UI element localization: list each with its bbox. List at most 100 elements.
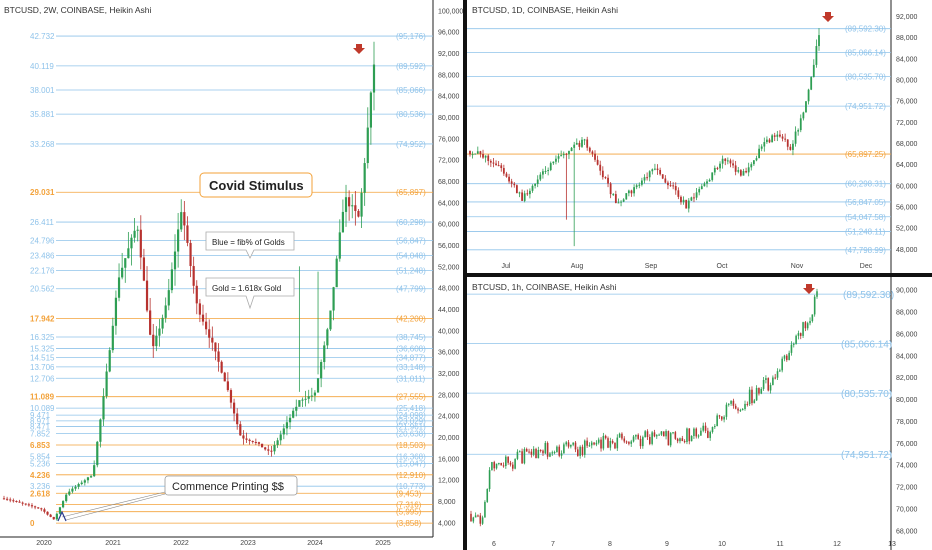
daily-candle-body bbox=[604, 177, 607, 179]
weekly-gold-ratio-label: 10.089 bbox=[30, 404, 55, 413]
weekly-candle-body bbox=[357, 210, 360, 217]
daily-y-tick-label: 76,000 bbox=[896, 99, 918, 106]
weekly-candle-body bbox=[30, 505, 34, 507]
daily-candle-body bbox=[815, 46, 818, 65]
weekly-candle-body bbox=[80, 482, 83, 485]
daily-candle-body bbox=[651, 169, 654, 172]
hourly-candle-body bbox=[637, 434, 639, 439]
weekly-candle-body bbox=[55, 513, 58, 520]
daily-chart-svg[interactable]: BTCUSD, 1D, COINBASE, Heikin Ashi 48,000… bbox=[467, 0, 932, 273]
weekly-candle-body bbox=[220, 361, 223, 373]
daily-level-price-label: (85,066.14) bbox=[845, 49, 886, 58]
hourly-candle-body bbox=[544, 442, 547, 454]
weekly-y-tick-label: 80,000 bbox=[438, 115, 460, 122]
hourly-candle-body bbox=[502, 465, 505, 467]
weekly-gold-ratio-label: 12.706 bbox=[30, 374, 55, 383]
daily-level-price-label: (74,951.72) bbox=[845, 102, 886, 111]
hourly-candle-body bbox=[491, 462, 493, 471]
hourly-chart-title: BTCUSD, 1h, COINBASE, Heikin Ashi bbox=[472, 282, 617, 292]
daily-x-tick-label: Jul bbox=[502, 263, 511, 270]
daily-level-price-label: (56,847.05) bbox=[845, 198, 886, 207]
hourly-chart-panel[interactable]: BTCUSD, 1h, COINBASE, Heikin Ashi 68,000… bbox=[467, 277, 932, 550]
weekly-gold-ratio-label: 6.853 bbox=[30, 441, 51, 450]
covid-stimulus-label: Covid Stimulus bbox=[209, 178, 304, 193]
daily-candle-body bbox=[495, 163, 497, 166]
daily-y-tick-label: 52,000 bbox=[896, 226, 918, 233]
weekly-candle-body bbox=[158, 328, 161, 336]
daily-candle-body bbox=[781, 136, 784, 139]
hourly-candle-body bbox=[730, 400, 732, 404]
daily-candle-body bbox=[609, 183, 612, 195]
weekly-candle-body bbox=[139, 229, 142, 258]
hourly-candle-body bbox=[795, 335, 797, 344]
daily-candle-body bbox=[768, 139, 771, 143]
daily-candle-body bbox=[635, 185, 638, 188]
hourly-candle-body bbox=[581, 446, 584, 455]
commence-printing-label: Commence Printing $$ bbox=[172, 481, 284, 493]
daily-candle-body bbox=[529, 190, 531, 195]
hourly-candle-body bbox=[604, 435, 607, 439]
hourly-candle-body bbox=[505, 456, 507, 467]
hourly-x-tick-label: 9 bbox=[665, 541, 669, 548]
weekly-y-tick-label: 24,000 bbox=[438, 414, 460, 421]
weekly-candle-body bbox=[338, 232, 341, 259]
daily-candle-body bbox=[776, 134, 779, 137]
weekly-y-tick-label: 48,000 bbox=[438, 286, 460, 293]
weekly-x-tick-label: 2024 bbox=[307, 540, 323, 547]
daily-candle-body bbox=[476, 151, 479, 154]
daily-candle-body bbox=[586, 139, 589, 148]
hourly-chart-svg[interactable]: BTCUSD, 1h, COINBASE, Heikin Ashi 68,000… bbox=[467, 277, 932, 550]
hourly-candle-body bbox=[630, 441, 633, 444]
daily-candle-body bbox=[526, 193, 529, 195]
weekly-level-price-label: (33,148) bbox=[396, 363, 426, 372]
weekly-level-price-label: (7,316) bbox=[396, 501, 422, 510]
hourly-candle-body bbox=[688, 428, 691, 442]
hourly-candle-body bbox=[714, 426, 716, 428]
hourly-candle-body bbox=[521, 451, 523, 464]
hourly-candle-body bbox=[811, 314, 814, 322]
hourly-candle-body bbox=[690, 435, 693, 442]
hourly-candle-body bbox=[813, 296, 816, 315]
daily-candle-body bbox=[758, 148, 760, 159]
weekly-candle-body bbox=[211, 337, 214, 343]
daily-candle-body bbox=[687, 200, 690, 209]
daily-level-price-label: (47,798.99) bbox=[845, 246, 886, 255]
weekly-candle-body bbox=[298, 400, 301, 407]
hourly-candle-body bbox=[806, 323, 809, 329]
weekly-chart-svg[interactable]: BTCUSD, 2W, COINBASE, Heikin Ashi 4,000 8… bbox=[0, 0, 463, 550]
daily-candle-body bbox=[633, 187, 635, 194]
daily-candle-body bbox=[471, 154, 474, 156]
daily-y-tick-label: 88,000 bbox=[896, 35, 918, 42]
weekly-candle-body bbox=[313, 392, 317, 396]
hourly-candle-body bbox=[586, 440, 588, 446]
hourly-candle-body bbox=[772, 377, 774, 385]
daily-candle-body bbox=[693, 197, 695, 199]
hourly-y-tick-label: 72,000 bbox=[896, 485, 918, 492]
daily-candle-body bbox=[737, 170, 740, 172]
weekly-x-tick-label: 2023 bbox=[240, 540, 256, 547]
daily-candle-body bbox=[784, 138, 787, 140]
hourly-candle-body bbox=[558, 446, 561, 456]
daily-candle-body bbox=[667, 182, 669, 186]
weekly-level-price-label: (25,418) bbox=[396, 404, 426, 413]
hourly-candle-body bbox=[669, 433, 672, 446]
daily-candle-body bbox=[502, 168, 505, 174]
hourly-candle-body bbox=[551, 452, 554, 454]
daily-chart-panel[interactable]: BTCUSD, 1D, COINBASE, Heikin Ashi 48,000… bbox=[467, 0, 932, 273]
weekly-candle-body bbox=[49, 514, 52, 517]
hourly-candle-body bbox=[786, 355, 788, 360]
weekly-y-tick-label: 16,000 bbox=[438, 456, 460, 463]
hourly-candle-body bbox=[528, 451, 530, 453]
hourly-candle-body bbox=[653, 432, 656, 437]
weekly-candle-body bbox=[198, 303, 201, 315]
hourly-candle-body bbox=[621, 433, 623, 439]
weekly-candle-body bbox=[264, 447, 267, 450]
daily-candle-body bbox=[547, 170, 550, 172]
weekly-candle-body bbox=[192, 266, 195, 286]
weekly-chart-panel[interactable]: BTCUSD, 2W, COINBASE, Heikin Ashi 4,000 8… bbox=[0, 0, 463, 550]
hourly-candle-body bbox=[623, 438, 626, 442]
weekly-level-price-label: (3,858) bbox=[396, 519, 422, 528]
weekly-level-price-label: (36,608) bbox=[396, 344, 426, 353]
weekly-candle-body bbox=[43, 509, 46, 512]
weekly-level-price-label: (21,961) bbox=[396, 423, 426, 432]
